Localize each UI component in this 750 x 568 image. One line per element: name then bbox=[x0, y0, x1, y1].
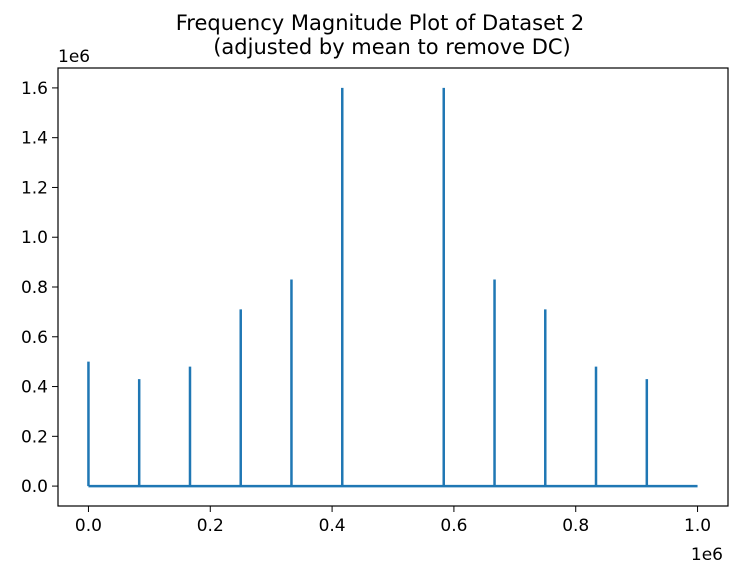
y-tick-label: 1.4 bbox=[21, 129, 48, 149]
axes-frame bbox=[57, 67, 729, 507]
y-tick-label: 0.8 bbox=[21, 278, 48, 298]
x-tick-label: 0.2 bbox=[197, 516, 224, 536]
y-tick-label: 0.2 bbox=[21, 427, 48, 447]
x-tick-label: 0.4 bbox=[319, 516, 346, 536]
y-axis-offset-label: 1e6 bbox=[58, 47, 90, 67]
y-tick-label: 0.6 bbox=[21, 328, 48, 348]
y-tick-label: 0.4 bbox=[21, 378, 48, 398]
chart-subtitle: (adjusted by mean to remove DC) bbox=[213, 35, 571, 59]
x-tick-label: 1.0 bbox=[684, 516, 711, 536]
chart-title: Frequency Magnitude Plot of Dataset 2 bbox=[176, 11, 585, 35]
plot-area: 0.0 0.2 0.4 0.6 0.8 1.0 0.0 0.2 0.4 0.6 0.8 1.0 1.2 1… bbox=[21, 67, 729, 536]
y-tick-label: 0.0 bbox=[21, 477, 48, 497]
x-tick-label: 0.8 bbox=[562, 516, 589, 536]
x-axis-offset-label: 1e6 bbox=[691, 545, 723, 565]
x-tick-label: 0.0 bbox=[75, 516, 102, 536]
y-tick-label: 1.0 bbox=[21, 228, 48, 248]
x-tick-label: 0.6 bbox=[440, 516, 467, 536]
y-tick-label: 1.2 bbox=[21, 178, 48, 198]
y-tick-label: 1.6 bbox=[21, 79, 48, 99]
